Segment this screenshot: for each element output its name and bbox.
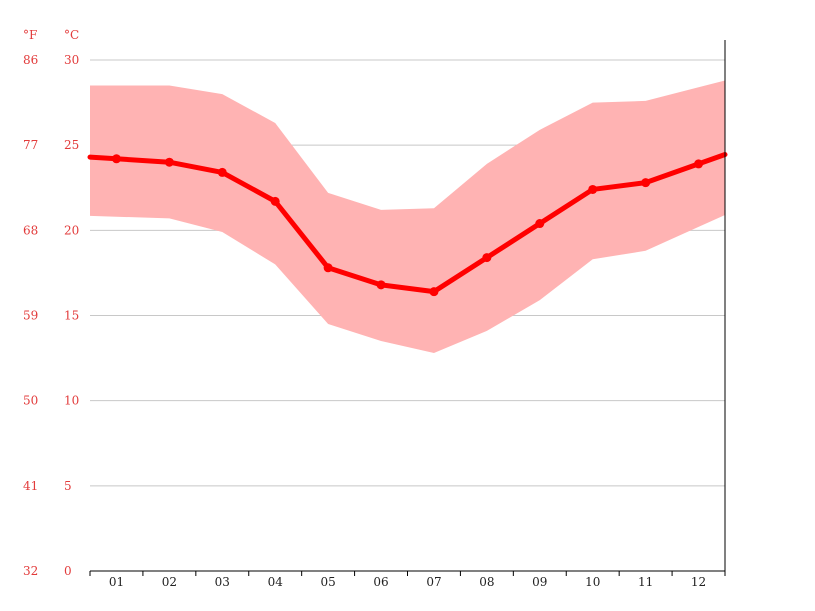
x-tick-label: 02 — [162, 575, 177, 589]
data-point — [323, 263, 333, 273]
y-tick-label-celsius: 30 — [64, 53, 79, 67]
x-tick-label: 08 — [479, 575, 494, 589]
data-point — [111, 154, 121, 164]
data-point — [588, 184, 598, 194]
x-tick-label: 10 — [585, 575, 600, 589]
y-tick-label-celsius: 20 — [64, 223, 79, 237]
average-temperature-series — [87, 152, 728, 297]
y-tick-label-celsius: 10 — [64, 394, 79, 408]
y-tick-label-celsius: 15 — [64, 309, 79, 323]
x-tick-label: 07 — [426, 575, 441, 589]
x-tick-label: 04 — [268, 575, 284, 589]
temperature-range-band — [90, 80, 725, 353]
x-tick-label: 01 — [109, 575, 124, 589]
y-tick-label-fahrenheit: 68 — [23, 223, 38, 237]
data-point — [535, 219, 545, 229]
celsius-unit-label: °C — [64, 28, 79, 42]
y-tick-label-fahrenheit: 50 — [23, 394, 38, 408]
x-tick-label: 06 — [373, 575, 388, 589]
temperature-range-area — [90, 80, 725, 353]
fahrenheit-unit-label: °F — [23, 28, 37, 42]
data-point — [429, 287, 439, 297]
x-tick-label: 09 — [532, 575, 547, 589]
y-tick-label-fahrenheit: 41 — [23, 479, 38, 493]
data-point — [270, 196, 280, 206]
data-point — [217, 167, 227, 177]
tick-labels: 0 32 5 41 10 50 15 59 20 68 25 77 30 86 01 02 03 04 05 06 07… — [23, 53, 726, 589]
x-tick-label: 05 — [320, 575, 335, 589]
y-tick-label-celsius: 5 — [64, 479, 72, 493]
y-tick-label-celsius: 0 — [64, 564, 72, 578]
y-tick-label-fahrenheit: 86 — [23, 53, 38, 67]
x-tick-label: 12 — [691, 575, 706, 589]
data-point — [376, 280, 386, 290]
data-point — [694, 159, 704, 169]
data-point — [482, 253, 492, 263]
y-tick-label-fahrenheit: 77 — [23, 138, 38, 152]
y-tick-label-fahrenheit: 59 — [23, 309, 38, 323]
data-point — [641, 178, 651, 188]
average-temperature-line — [87, 152, 728, 295]
y-tick-label-fahrenheit: 32 — [23, 564, 38, 578]
data-point — [164, 157, 174, 167]
x-tick-label: 03 — [215, 575, 230, 589]
y-tick-label-celsius: 25 — [64, 138, 79, 152]
x-tick-label: 11 — [638, 575, 653, 589]
